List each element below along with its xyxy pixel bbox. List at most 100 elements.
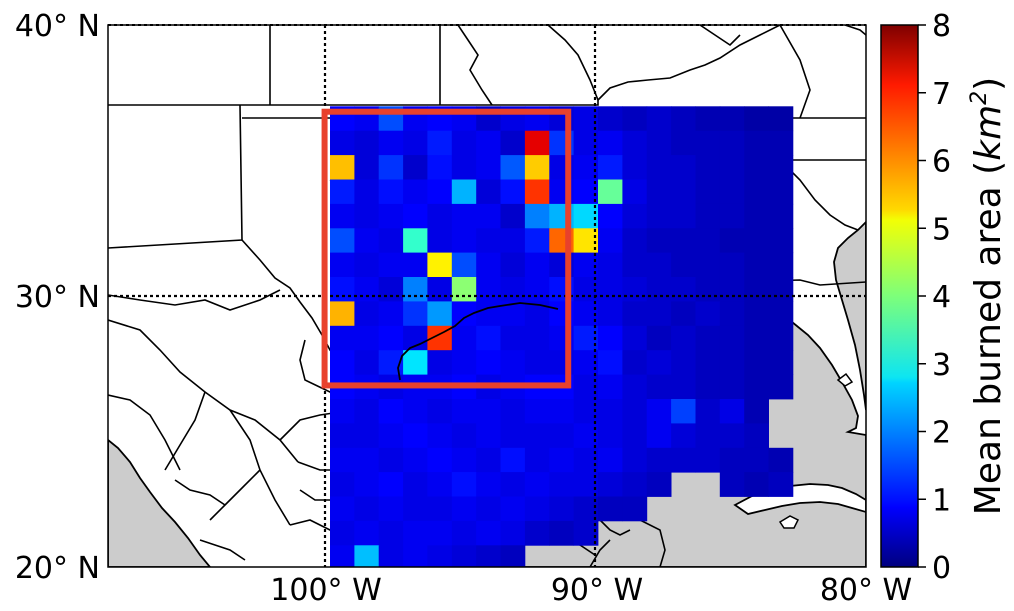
colorbar-tick-label: 5 — [932, 212, 951, 247]
grid-cell — [695, 325, 721, 351]
grid-cell — [671, 423, 696, 449]
grid-cell — [768, 106, 794, 132]
grid-cell — [524, 496, 550, 522]
grid-cell — [695, 252, 721, 278]
grid-cell — [598, 301, 623, 327]
grid-cell — [500, 520, 526, 546]
grid-cell — [378, 252, 404, 278]
lon-label-90w: 90° W — [551, 573, 643, 608]
grid-cell — [500, 277, 526, 302]
grid-cell — [378, 277, 404, 302]
grid-cell — [378, 130, 404, 156]
grid-cell — [403, 350, 428, 375]
grid-cell — [354, 447, 380, 473]
grid-cell — [549, 472, 575, 497]
grid-cell — [378, 301, 404, 327]
grid-cell — [354, 545, 380, 567]
grid-cell — [768, 252, 794, 278]
grid-cell — [646, 252, 672, 278]
grid-cell — [378, 472, 404, 497]
grid-cell — [330, 350, 355, 375]
grid-cell — [500, 423, 526, 449]
grid-cell — [476, 350, 501, 375]
grid-cell — [622, 423, 648, 449]
grid-cell — [500, 155, 526, 180]
grid-cell — [549, 520, 575, 546]
grid-cell — [476, 130, 501, 156]
grid-cell — [500, 350, 526, 375]
colorbar-gradient — [880, 24, 919, 568]
grid-cell — [427, 423, 453, 449]
grid-cell — [524, 252, 550, 278]
grid-cell — [378, 325, 404, 351]
grid-cell — [598, 179, 623, 205]
grid-cell — [354, 130, 380, 156]
grid-cell — [598, 252, 623, 278]
grid-cell — [403, 423, 428, 449]
grid-cell — [330, 301, 355, 327]
grid-cell — [524, 130, 550, 156]
grid-cell — [403, 325, 428, 351]
grid-cell — [768, 350, 794, 375]
grid-cell — [427, 228, 453, 254]
grid-cell — [695, 374, 721, 400]
grid-cell — [646, 447, 672, 473]
grid-cell — [524, 155, 550, 180]
grid-cell — [719, 374, 745, 400]
grid-cell — [646, 203, 672, 229]
grid-cell — [671, 301, 696, 327]
grid-cell — [524, 325, 550, 351]
isle-of-youth — [778, 515, 800, 529]
grid-cell — [403, 301, 428, 327]
colorbar-tick-label: 4 — [932, 280, 951, 315]
grid-cell — [524, 228, 550, 254]
grid-cell — [476, 252, 501, 278]
grid-cell — [378, 155, 404, 180]
grid-cell — [598, 374, 623, 400]
grid-cell — [671, 106, 696, 132]
grid-cell — [378, 545, 404, 567]
grid-cell — [768, 228, 794, 254]
grid-cell — [671, 399, 696, 424]
grid-cell — [598, 423, 623, 449]
grid-cell — [427, 520, 453, 546]
colorbar-ticks: 0 1 2 3 4 5 6 7 8 — [918, 9, 951, 586]
grid-cell — [476, 277, 501, 302]
grid-cell — [768, 277, 794, 302]
grid-cell — [598, 228, 623, 254]
grid-cell — [476, 472, 501, 497]
grid-cell — [427, 130, 453, 156]
grid-cell — [378, 179, 404, 205]
grid-cell — [524, 203, 550, 229]
grid-cell — [476, 301, 501, 327]
grid-cell — [646, 423, 672, 449]
grid-cell — [598, 399, 623, 424]
grid-cell — [744, 179, 769, 205]
grid-cell — [622, 472, 648, 497]
grid-cell — [695, 423, 721, 449]
grid-cell — [524, 472, 550, 497]
grid-cell — [427, 301, 453, 327]
grid-cell — [719, 252, 745, 278]
grid-cell — [403, 277, 428, 302]
grid-cell — [646, 350, 672, 375]
grid-cell — [646, 472, 672, 497]
grid-cell — [744, 203, 769, 229]
grid-cell — [524, 399, 550, 424]
grid-cell — [622, 374, 648, 400]
grid-cell — [403, 472, 428, 497]
grid-cell — [427, 155, 453, 180]
grid-cell — [671, 228, 696, 254]
grid-cell — [500, 228, 526, 254]
colorbar: 0 1 2 3 4 5 6 7 8 Mean burned area (km2) — [880, 9, 1009, 586]
grid-cell — [427, 350, 453, 375]
grid-cell — [622, 228, 648, 254]
grid-cell — [354, 301, 380, 327]
grid-cell — [598, 496, 623, 522]
grid-cell — [598, 350, 623, 375]
grid-cell — [403, 179, 428, 205]
grid-cell — [719, 228, 745, 254]
grid-cell — [451, 203, 477, 229]
grid-cell — [330, 423, 355, 449]
